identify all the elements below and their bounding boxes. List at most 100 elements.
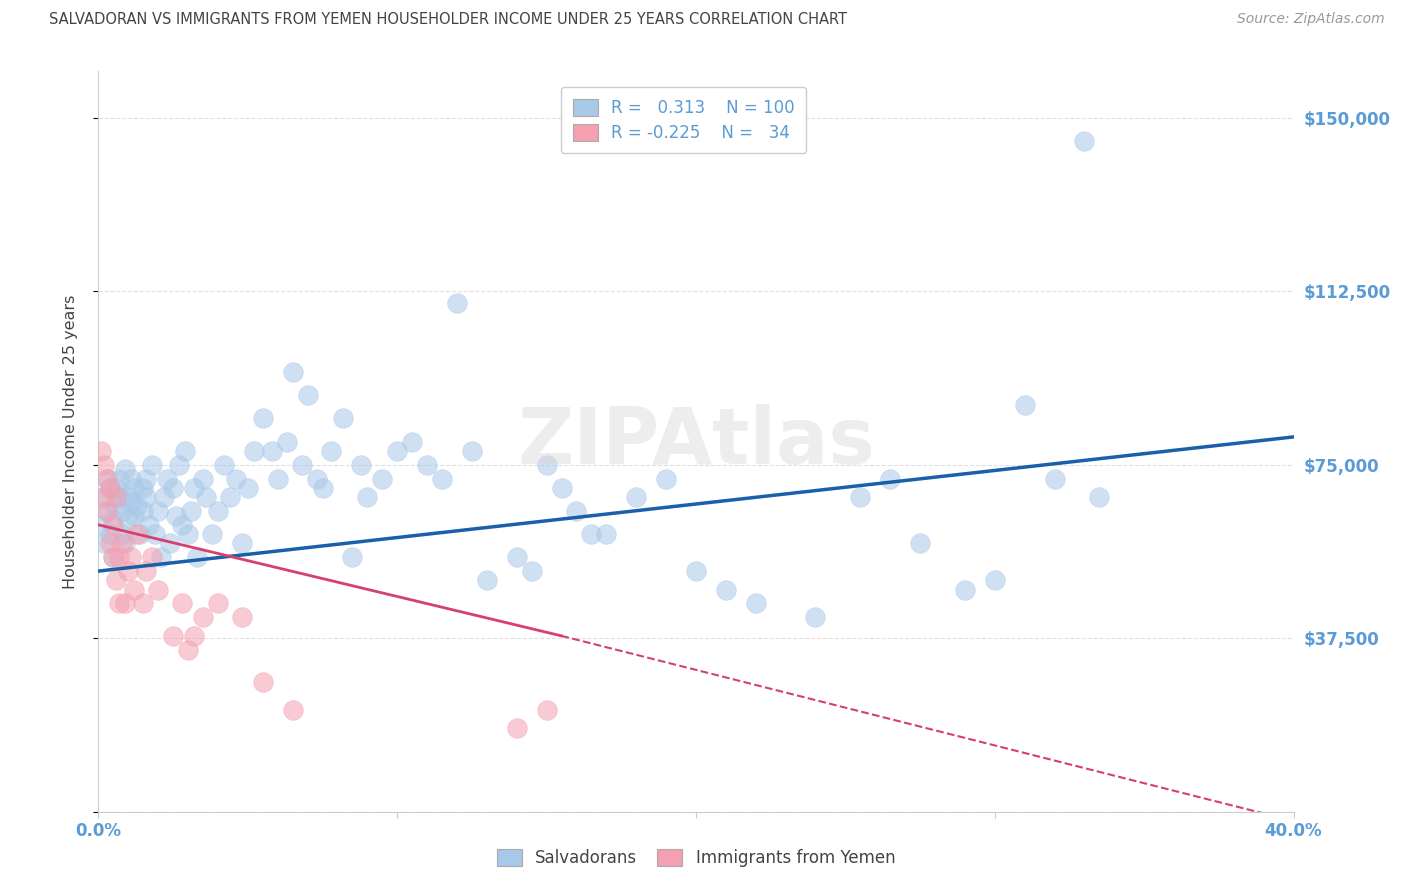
- Point: [141, 458, 163, 472]
- Point: [685, 564, 707, 578]
- Point: [281, 365, 304, 379]
- Point: [231, 536, 253, 550]
- Point: [177, 642, 200, 657]
- Point: [120, 471, 142, 485]
- Point: [311, 481, 333, 495]
- Point: [143, 527, 166, 541]
- Point: [153, 490, 176, 504]
- Point: [114, 536, 136, 550]
- Point: [401, 434, 423, 449]
- Point: [446, 295, 468, 310]
- Point: [186, 550, 208, 565]
- Point: [1088, 490, 1111, 504]
- Point: [461, 443, 484, 458]
- Point: [342, 550, 364, 565]
- Point: [350, 458, 373, 472]
- Point: [111, 536, 134, 550]
- Point: [132, 504, 155, 518]
- Point: [114, 597, 136, 611]
- Point: [105, 481, 128, 495]
- Point: [321, 443, 343, 458]
- Point: [148, 582, 170, 597]
- Point: [550, 481, 572, 495]
- Point: [138, 517, 160, 532]
- Point: [105, 574, 128, 588]
- Point: [291, 458, 314, 472]
- Point: [117, 513, 139, 527]
- Point: [148, 504, 170, 518]
- Point: [105, 490, 128, 504]
- Point: [90, 443, 112, 458]
- Point: [124, 582, 146, 597]
- Point: [108, 471, 131, 485]
- Legend: Salvadorans, Immigrants from Yemen: Salvadorans, Immigrants from Yemen: [486, 839, 905, 878]
- Point: [236, 481, 259, 495]
- Point: [103, 550, 125, 565]
- Y-axis label: Householder Income Under 25 years: Householder Income Under 25 years: [63, 294, 77, 589]
- Point: [162, 481, 184, 495]
- Point: [180, 504, 202, 518]
- Point: [172, 597, 194, 611]
- Point: [156, 471, 179, 485]
- Point: [953, 582, 976, 597]
- Point: [162, 629, 184, 643]
- Point: [93, 490, 115, 504]
- Point: [475, 574, 498, 588]
- Point: [120, 494, 142, 508]
- Point: [105, 500, 128, 514]
- Point: [252, 675, 274, 690]
- Point: [172, 517, 194, 532]
- Point: [231, 610, 253, 624]
- Point: [114, 462, 136, 476]
- Point: [117, 490, 139, 504]
- Point: [100, 527, 122, 541]
- Point: [243, 443, 266, 458]
- Point: [124, 481, 146, 495]
- Point: [132, 597, 155, 611]
- Point: [127, 527, 149, 541]
- Point: [1014, 397, 1036, 411]
- Point: [195, 490, 218, 504]
- Point: [129, 527, 152, 541]
- Point: [135, 564, 157, 578]
- Point: [96, 471, 118, 485]
- Point: [96, 504, 118, 518]
- Point: [804, 610, 827, 624]
- Point: [536, 703, 558, 717]
- Point: [191, 471, 214, 485]
- Point: [276, 434, 298, 449]
- Point: [108, 490, 131, 504]
- Point: [124, 508, 146, 523]
- Point: [879, 471, 901, 485]
- Point: [150, 550, 173, 565]
- Point: [371, 471, 394, 485]
- Point: [93, 458, 115, 472]
- Text: SALVADORAN VS IMMIGRANTS FROM YEMEN HOUSEHOLDER INCOME UNDER 25 YEARS CORRELATIO: SALVADORAN VS IMMIGRANTS FROM YEMEN HOUS…: [49, 12, 848, 27]
- Point: [212, 458, 235, 472]
- Point: [305, 471, 328, 485]
- Point: [103, 513, 125, 527]
- Point: [135, 471, 157, 485]
- Point: [385, 443, 409, 458]
- Point: [506, 722, 529, 736]
- Point: [1043, 471, 1066, 485]
- Point: [117, 564, 139, 578]
- Point: [219, 490, 242, 504]
- Text: Source: ZipAtlas.com: Source: ZipAtlas.com: [1237, 12, 1385, 26]
- Point: [100, 481, 122, 495]
- Point: [201, 527, 224, 541]
- Point: [103, 550, 125, 565]
- Point: [281, 703, 304, 717]
- Point: [745, 597, 768, 611]
- Point: [96, 471, 118, 485]
- Point: [207, 504, 229, 518]
- Point: [127, 500, 149, 514]
- Point: [120, 550, 142, 565]
- Text: ZIPAtlas: ZIPAtlas: [517, 403, 875, 480]
- Point: [177, 527, 200, 541]
- Point: [111, 504, 134, 518]
- Point: [565, 504, 588, 518]
- Point: [183, 629, 205, 643]
- Point: [520, 564, 543, 578]
- Point: [225, 471, 247, 485]
